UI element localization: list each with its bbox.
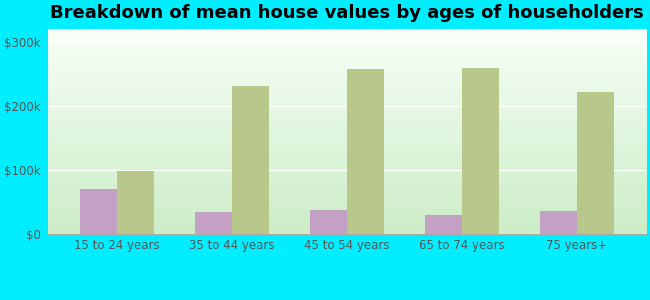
Bar	[540, 211, 577, 234]
Bar	[232, 85, 268, 234]
Bar	[425, 215, 462, 234]
Bar	[80, 189, 117, 234]
Bar	[347, 69, 384, 234]
Title: Breakdown of mean house values by ages of householders: Breakdown of mean house values by ages o…	[50, 4, 644, 22]
Bar	[195, 212, 232, 234]
Bar	[117, 171, 153, 234]
Bar	[310, 210, 347, 234]
Bar	[577, 92, 614, 234]
Bar	[462, 68, 499, 234]
